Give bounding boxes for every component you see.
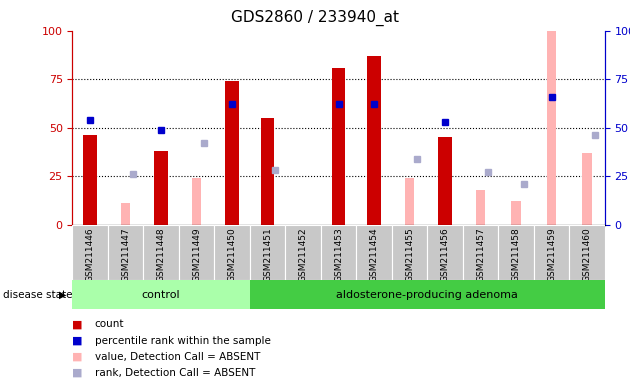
Text: GSM211454: GSM211454 [370, 227, 379, 282]
Bar [512, 201, 521, 225]
Bar [534, 225, 570, 280]
Bar [83, 136, 97, 225]
Bar [154, 151, 168, 225]
Bar [144, 225, 179, 280]
Text: GSM211447: GSM211447 [121, 227, 130, 282]
Text: GSM211457: GSM211457 [476, 227, 485, 282]
Bar [179, 225, 214, 280]
Text: GSM211458: GSM211458 [512, 227, 520, 282]
Bar [463, 225, 498, 280]
Bar [498, 225, 534, 280]
Bar [405, 178, 415, 225]
Text: GDS2860 / 233940_at: GDS2860 / 233940_at [231, 10, 399, 26]
Text: control: control [142, 290, 180, 300]
Text: rank, Detection Call = ABSENT: rank, Detection Call = ABSENT [94, 368, 255, 378]
Bar [332, 68, 345, 225]
Bar [250, 225, 285, 280]
Bar [392, 225, 427, 280]
Text: GSM211453: GSM211453 [334, 227, 343, 282]
Bar [427, 225, 463, 280]
Text: percentile rank within the sample: percentile rank within the sample [94, 336, 270, 346]
Text: GSM211459: GSM211459 [547, 227, 556, 282]
Bar [357, 225, 392, 280]
Text: GSM211452: GSM211452 [299, 227, 307, 282]
Text: ■: ■ [72, 336, 83, 346]
Text: GSM211448: GSM211448 [157, 227, 166, 282]
Bar [476, 190, 485, 225]
Bar [321, 225, 357, 280]
Text: aldosterone-producing adenoma: aldosterone-producing adenoma [336, 290, 518, 300]
Bar [438, 137, 452, 225]
Text: ■: ■ [72, 368, 83, 378]
Text: ▶: ▶ [59, 290, 66, 300]
Bar [582, 153, 592, 225]
Bar [192, 178, 202, 225]
Bar [261, 118, 275, 225]
Text: ■: ■ [72, 352, 83, 362]
Bar [72, 280, 250, 309]
Bar [570, 225, 605, 280]
Text: GSM211446: GSM211446 [86, 227, 94, 282]
Text: GSM211450: GSM211450 [227, 227, 237, 282]
Bar [214, 225, 250, 280]
Text: GSM211449: GSM211449 [192, 227, 201, 282]
Text: GSM211460: GSM211460 [583, 227, 592, 282]
Bar [547, 31, 556, 225]
Text: disease state: disease state [3, 290, 72, 300]
Text: GSM211455: GSM211455 [405, 227, 414, 282]
Bar [121, 203, 130, 225]
Text: value, Detection Call = ABSENT: value, Detection Call = ABSENT [94, 352, 260, 362]
Bar [226, 81, 239, 225]
Bar [72, 225, 108, 280]
Text: GSM211456: GSM211456 [440, 227, 450, 282]
Text: ■: ■ [72, 319, 83, 329]
Bar [108, 225, 144, 280]
Text: count: count [94, 319, 124, 329]
Text: GSM211451: GSM211451 [263, 227, 272, 282]
Bar [250, 280, 605, 309]
Bar [367, 56, 381, 225]
Bar [285, 225, 321, 280]
